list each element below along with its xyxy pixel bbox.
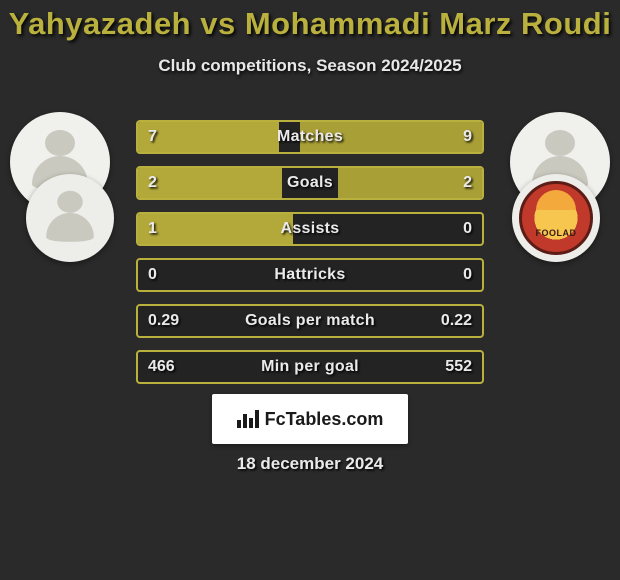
stat-row: Goals per match0.29 0.22: [136, 304, 484, 338]
stat-bar-left: [138, 214, 293, 244]
stat-value-right: 0.22: [441, 306, 472, 336]
content-root: Yahyazadeh vs Mohammadi Marz Roudi Club …: [0, 0, 620, 580]
stat-value-left: 0: [148, 260, 157, 290]
stat-row: Matches79: [136, 120, 484, 154]
stat-bar-left: [138, 168, 282, 198]
stat-value-left: 466: [148, 352, 175, 382]
stat-bar-left: [138, 122, 279, 152]
stat-row: Assists10: [136, 212, 484, 246]
comparison-title: Yahyazadeh vs Mohammadi Marz Roudi: [0, 0, 620, 42]
club-right-badge: [512, 174, 600, 262]
stat-label: Min per goal: [138, 352, 482, 382]
date-label: 18 december 2024: [0, 454, 620, 474]
stat-value-right: 0: [463, 260, 472, 290]
source-badge: FcTables.com: [212, 394, 408, 444]
stat-row: Hattricks0 0: [136, 258, 484, 292]
stat-value-right: 552: [445, 352, 472, 382]
stat-row: Goals22: [136, 166, 484, 200]
stat-bar-right: [338, 168, 482, 198]
foolad-crest-icon: [519, 181, 593, 255]
stat-label: Goals per match: [138, 306, 482, 336]
stat-value-right: 0: [463, 214, 472, 244]
stat-bar-right: [300, 122, 482, 152]
stats-panel: Matches79Goals22Assists10Hattricks00Goal…: [136, 120, 484, 384]
source-label: FcTables.com: [265, 409, 384, 430]
season-subtitle: Club competitions, Season 2024/2025: [0, 56, 620, 76]
stat-label: Hattricks: [138, 260, 482, 290]
stat-row: Min per goal466 552: [136, 350, 484, 384]
stat-value-left: 0.29: [148, 306, 179, 336]
club-left-badge: [26, 174, 114, 262]
barchart-icon: [237, 410, 259, 428]
person-icon: [41, 189, 99, 247]
